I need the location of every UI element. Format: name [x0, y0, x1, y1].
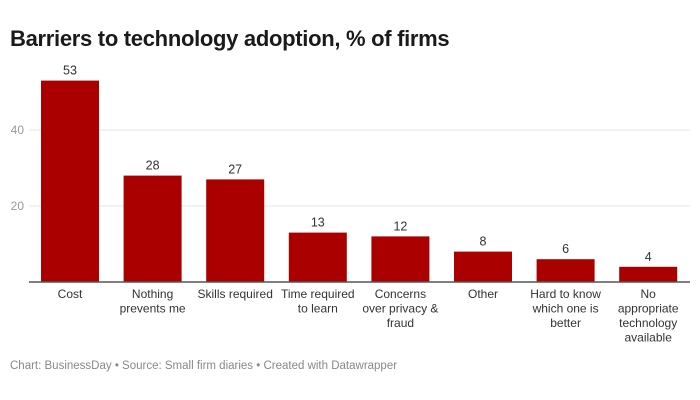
- bar: [288, 232, 347, 282]
- bar: [536, 259, 595, 282]
- x-tick-label: better: [550, 316, 581, 330]
- x-tick-label: Time required: [281, 287, 355, 301]
- x-tick-label: Concerns: [375, 287, 426, 301]
- chart-title: Barriers to technology adoption, % of fi…: [10, 26, 450, 51]
- x-tick-label: available: [625, 331, 673, 345]
- data-label: 12: [393, 219, 407, 233]
- data-label: 27: [228, 162, 242, 176]
- x-tick-label: No: [641, 287, 657, 301]
- data-label: 4: [645, 250, 652, 264]
- x-tick-label: to learn: [298, 302, 338, 316]
- x-tick-label: Other: [468, 287, 498, 301]
- data-label: 6: [562, 242, 569, 256]
- x-tick-label: which one is: [532, 302, 599, 316]
- bar: [123, 175, 182, 282]
- x-tick-label: Nothing: [132, 287, 173, 301]
- data-label: 53: [63, 64, 77, 78]
- x-tick-label: prevents me: [120, 302, 186, 316]
- bar: [41, 80, 99, 282]
- x-tick-label: appropriate: [618, 302, 679, 316]
- bar: [206, 179, 265, 282]
- y-tick-label: 40: [11, 123, 25, 137]
- data-label: 13: [311, 216, 325, 230]
- data-label: 28: [146, 159, 160, 173]
- chart-footer: Chart: BusinessDay • Source: Small firm …: [10, 360, 398, 372]
- y-tick-label: 20: [11, 199, 25, 213]
- data-label: 8: [480, 235, 487, 249]
- bar: [454, 251, 512, 282]
- x-tick-label: technology: [619, 316, 677, 330]
- bar: [371, 236, 430, 282]
- x-tick-label: over privacy &: [362, 302, 438, 316]
- x-tick-label: Cost: [58, 287, 83, 301]
- x-tick-label: Hard to know: [530, 287, 601, 301]
- bar: [619, 266, 678, 282]
- x-tick-label: Skills required: [198, 287, 273, 301]
- x-tick-label: fraud: [387, 316, 414, 330]
